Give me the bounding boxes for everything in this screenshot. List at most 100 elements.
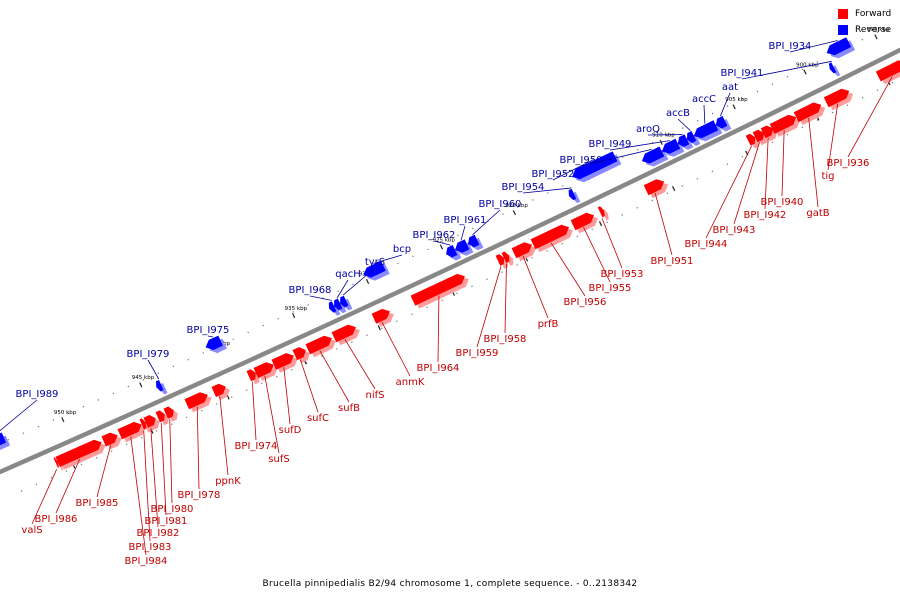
legend-forward-swatch <box>838 9 848 19</box>
leader-line <box>781 130 785 197</box>
tick-dot <box>756 90 759 93</box>
tick-dot <box>412 255 414 258</box>
tick-dot <box>711 112 714 115</box>
bpi-i964-label: BPI_I964 <box>417 363 460 374</box>
reverse-feature <box>828 62 837 74</box>
scale-label: 945 kbp <box>132 375 155 381</box>
reverse-feature <box>328 301 337 313</box>
forward-feature <box>143 415 156 428</box>
forward-feature <box>511 242 532 259</box>
tick-dot <box>7 439 10 441</box>
reverse-feature <box>340 295 349 308</box>
leader-line <box>344 338 376 390</box>
bpi-i958-label: BPI_I958 <box>484 334 527 345</box>
forward-feature <box>246 369 256 382</box>
gatb-label: gatB <box>806 208 829 219</box>
tick-dot <box>142 379 145 381</box>
tick-dot <box>711 170 714 173</box>
bpi-i936-label: BPI_I936 <box>827 158 870 169</box>
tick-dot <box>172 365 174 368</box>
leader-line <box>373 254 403 264</box>
bpi-i960-label: BPI_I960 <box>479 199 522 210</box>
tick-dot <box>35 483 38 486</box>
sufc-label: sufC <box>307 413 329 424</box>
leader-line <box>283 367 291 425</box>
tick-dot <box>396 320 398 322</box>
reverse-feature <box>641 146 665 164</box>
tick-dot <box>726 163 729 165</box>
tick-dot <box>741 98 744 100</box>
reverse-feature <box>661 138 681 154</box>
tick-dot <box>741 156 744 158</box>
tick-dot <box>231 396 233 398</box>
tick-dot <box>486 278 488 280</box>
scale-tick <box>377 325 381 331</box>
legend-reverse-swatch <box>838 25 848 35</box>
gene-features <box>0 37 900 468</box>
scale-tick <box>365 278 370 284</box>
leader-line <box>147 359 160 380</box>
scale-tick <box>139 382 143 388</box>
tick-dot <box>261 382 263 385</box>
leader-line <box>847 76 893 158</box>
tick-dot <box>681 185 683 187</box>
tick-dot <box>50 477 53 479</box>
leader-line <box>381 321 411 377</box>
leader-line <box>609 140 670 151</box>
tick-dot <box>95 457 98 459</box>
leader-line <box>580 148 653 167</box>
feature-shadow <box>332 304 341 316</box>
label-leader-lines <box>0 40 893 556</box>
forward-feature <box>495 254 504 266</box>
tick-dot <box>606 221 608 223</box>
tick-dot <box>67 412 70 414</box>
tick-dot <box>471 285 473 287</box>
tick-dot <box>232 338 234 340</box>
tick-dot <box>140 437 143 439</box>
accb-label: accB <box>666 108 690 119</box>
leader-line <box>207 335 214 338</box>
ppnk-label: ppnK <box>215 476 241 487</box>
scale-tick <box>61 417 65 423</box>
tick-dot <box>427 248 429 251</box>
leader-line <box>703 104 706 124</box>
tyrs-label: tyrS <box>365 257 385 268</box>
bpi-i951-label: BPI_I951 <box>651 256 694 267</box>
page-title: Brucella pinnipedialis B2/94 chromosome … <box>262 579 638 589</box>
tick-dot <box>247 331 249 334</box>
tick-dot <box>202 352 204 354</box>
reverse-feature <box>455 239 470 253</box>
tick-dot <box>157 372 159 374</box>
reverse-feature <box>572 151 618 180</box>
leader-line <box>504 263 507 334</box>
bpi-i942-label: BPI_I942 <box>744 210 787 221</box>
tick-dot <box>637 149 639 151</box>
aroq-label: aroQ <box>636 124 660 135</box>
bpi-i978-label: BPI_I978 <box>178 490 221 501</box>
leader-line <box>55 458 81 514</box>
tick-dot <box>547 192 549 194</box>
leader-line <box>472 209 501 236</box>
leader-line <box>169 418 173 504</box>
tick-dot <box>82 406 85 408</box>
reverse-feature <box>446 245 458 258</box>
leader-line <box>764 137 769 210</box>
tick-dot <box>22 432 25 434</box>
tick-dot <box>187 359 189 361</box>
tick-dot <box>337 290 339 292</box>
tick-dot <box>307 304 309 306</box>
tick-dot <box>621 214 623 216</box>
tick-dot <box>876 89 879 91</box>
bpi-i985-label: BPI_I985 <box>76 498 119 509</box>
bpi-i949-label: BPI_I949 <box>589 139 632 150</box>
leader-line <box>522 255 549 319</box>
reverse-feature <box>205 335 223 350</box>
tick-dot <box>381 327 383 329</box>
tick-dot <box>726 105 729 107</box>
leader-line <box>719 92 731 117</box>
forward-feature <box>745 133 756 146</box>
forward-feature <box>53 457 60 468</box>
tick-dot <box>20 490 23 492</box>
leader-line <box>677 118 691 131</box>
forward-feature <box>117 421 142 440</box>
